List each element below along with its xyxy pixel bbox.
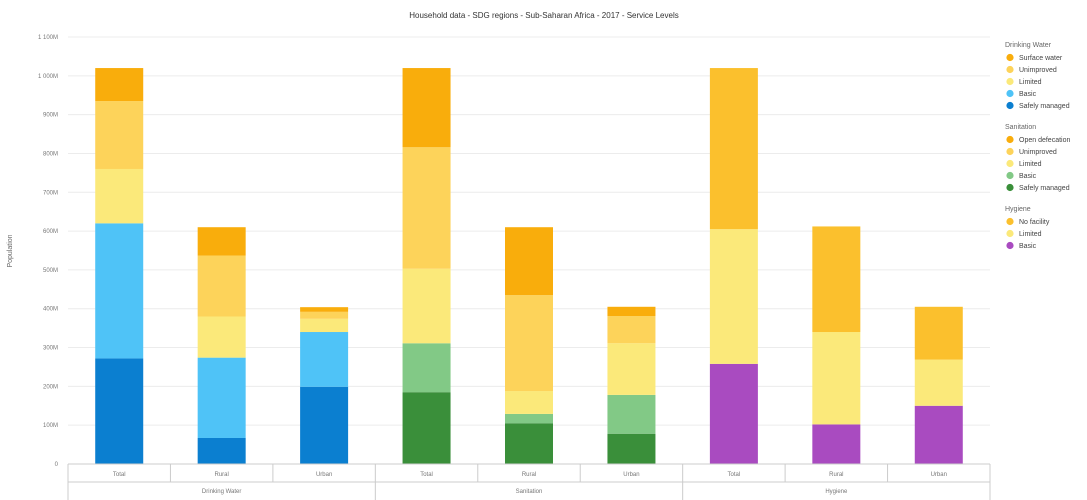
legend-swatch xyxy=(1006,89,1014,98)
bar-segment xyxy=(607,433,656,464)
bar-segment xyxy=(505,423,553,464)
y-tick-label: 400M xyxy=(43,307,58,313)
legend-item-label[interactable]: Unimproved xyxy=(1019,149,1057,156)
y-tick-label: 300M xyxy=(43,346,58,352)
legend-item-label[interactable]: Basic xyxy=(1019,91,1037,98)
bar-segment xyxy=(197,227,246,256)
bar-segment xyxy=(812,226,861,333)
legend-swatch xyxy=(1006,135,1014,144)
y-tick-label: 1 100M xyxy=(38,35,58,41)
bar-segment xyxy=(402,268,451,344)
x-category-label: Rural xyxy=(214,472,228,478)
bar-segment xyxy=(402,343,451,393)
legend-swatch xyxy=(1006,217,1014,226)
legend-swatch xyxy=(1006,229,1014,238)
x-category-label: Rural xyxy=(522,472,536,478)
bar-segment xyxy=(95,101,144,169)
bar-segment xyxy=(709,363,758,464)
bar-segment xyxy=(812,424,861,464)
bar-segment xyxy=(812,332,861,425)
bar-segment xyxy=(505,295,553,392)
bar-segment xyxy=(300,311,349,319)
bar-segment xyxy=(607,394,656,434)
bar-segment xyxy=(505,413,553,424)
legend-item-label[interactable]: Surface water xyxy=(1019,55,1063,62)
bar-segment xyxy=(300,318,349,333)
bar-segment xyxy=(95,223,144,359)
legend-section-title: Sanitation xyxy=(1005,124,1036,131)
x-group-label: Hygiene xyxy=(825,489,848,495)
bar-segment xyxy=(607,306,656,317)
legend-swatch xyxy=(1006,77,1014,86)
bar-segment xyxy=(402,392,451,464)
bars xyxy=(95,68,963,464)
legend-item-label[interactable]: Unimproved xyxy=(1019,67,1057,74)
y-tick-label: 1 000M xyxy=(38,74,58,80)
bar-segment xyxy=(914,306,963,360)
bar-segment xyxy=(709,68,758,230)
y-tick-label: 0 xyxy=(55,462,59,468)
x-category-label: Urban xyxy=(316,472,332,478)
y-tick-label: 900M xyxy=(43,113,58,119)
x-axis: Total Rural Urban Drinking Water Total Rural U… xyxy=(67,463,991,500)
legend-swatch xyxy=(1006,241,1014,250)
bar-segment xyxy=(607,316,656,344)
legend-section-title: Drinking Water xyxy=(1005,42,1052,49)
bar-segment xyxy=(95,358,144,464)
bar-segment xyxy=(607,343,656,395)
legend-swatch xyxy=(1006,171,1014,180)
legend-swatch xyxy=(1006,147,1014,156)
y-tick-label: 700M xyxy=(43,190,58,196)
chart-title: Household data - SDG regions - Sub-Sahar… xyxy=(409,11,678,20)
legend-section-title: Hygiene xyxy=(1005,206,1031,213)
legend-item-label[interactable]: Basic xyxy=(1019,243,1037,250)
legend-item-label[interactable]: Safely managed xyxy=(1019,185,1070,192)
bar-segment xyxy=(300,332,349,387)
bar-segment xyxy=(914,405,963,464)
bar-segment xyxy=(505,227,553,296)
y-tick-label: 600M xyxy=(43,229,58,235)
y-tick-label: 800M xyxy=(43,151,58,157)
x-category-label: Urban xyxy=(931,472,947,478)
bar-segment xyxy=(300,307,349,312)
bar-segment xyxy=(197,357,246,438)
bar-segment xyxy=(197,437,246,464)
bar-segment xyxy=(95,68,144,102)
x-group-label: Drinking Water xyxy=(202,489,241,495)
legend-item-label[interactable]: Limited xyxy=(1019,161,1042,168)
x-category-label: Total xyxy=(728,472,741,478)
legend-swatch xyxy=(1006,53,1014,62)
x-group-label: Sanitation xyxy=(516,489,543,495)
bar-segment xyxy=(914,359,963,406)
y-tick-label: 100M xyxy=(43,423,58,429)
legend-item-label[interactable]: Basic xyxy=(1019,173,1037,180)
legend-item-label[interactable]: Safely managed xyxy=(1019,103,1070,110)
legend-swatch xyxy=(1006,65,1014,74)
legend-swatch xyxy=(1006,183,1014,192)
y-axis-label: Population xyxy=(7,234,14,267)
legend-item-label[interactable]: Open defecation xyxy=(1019,137,1070,144)
bar-segment xyxy=(197,255,246,317)
bar-segment xyxy=(505,391,553,414)
bar-segment xyxy=(402,68,451,148)
bar-segment xyxy=(300,386,349,464)
x-category-label: Total xyxy=(113,472,126,478)
legend-item-label[interactable]: No facility xyxy=(1019,219,1050,226)
bar-segment xyxy=(709,229,758,364)
x-category-label: Total xyxy=(420,472,433,478)
bar-segment xyxy=(197,316,246,358)
y-axis-ticks: 0 100M 200M 300M 400M 500M 600M 700M 800M 900M 1 0… xyxy=(38,35,59,468)
legend: Drinking Water Surface water Unimproved Lim… xyxy=(1005,42,1070,250)
legend-item-label[interactable]: Limited xyxy=(1019,231,1042,238)
bar-segment xyxy=(402,147,451,269)
legend-swatch xyxy=(1006,159,1014,168)
legend-swatch xyxy=(1006,101,1014,110)
x-category-label: Urban xyxy=(623,472,639,478)
legend-item-label[interactable]: Limited xyxy=(1019,79,1042,86)
x-category-label: Rural xyxy=(829,472,843,478)
y-tick-label: 500M xyxy=(43,268,58,274)
y-tick-label: 200M xyxy=(43,384,58,390)
bar-segment xyxy=(95,168,144,224)
